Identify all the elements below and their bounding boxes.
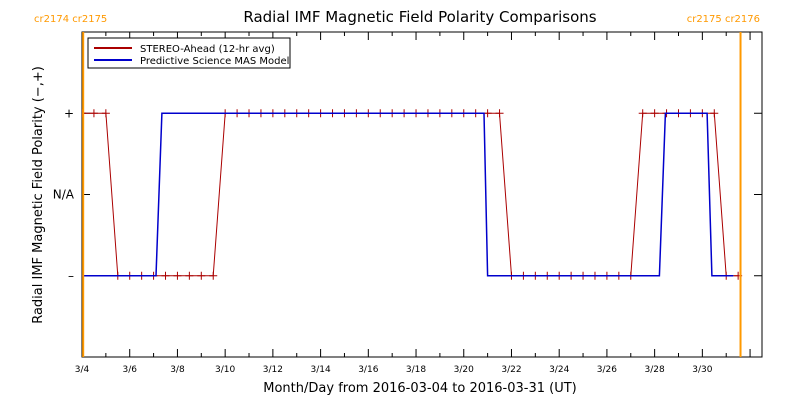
data-point-marker: [710, 109, 719, 118]
data-point-marker: [197, 271, 206, 280]
data-point-marker: [82, 109, 86, 118]
legend-label: STEREO-Ahead (12-hr avg): [140, 44, 275, 55]
series-line-stereo-ahead: [82, 112, 739, 277]
data-point-marker: [495, 109, 504, 118]
carrington-label: cr2175 cr2176: [687, 14, 760, 25]
carrington-label: cr2174 cr2175: [34, 14, 107, 25]
legend: STEREO-Ahead (12-hr avg)Predictive Scien…: [87, 37, 291, 69]
y-tick-label: –: [68, 269, 74, 283]
series-line-mas-model: [82, 112, 734, 277]
data-point-marker: [483, 109, 492, 118]
x-tick-label: 3/4: [75, 365, 90, 375]
data-point-marker: [185, 271, 194, 280]
plot-frame: [81, 31, 763, 358]
x-tick-label: 3/16: [358, 365, 378, 375]
x-axis-label: Month/Day from 2016-03-04 to 2016-03-31 …: [263, 381, 576, 396]
y-axis-ticks: + N/A –: [53, 106, 762, 283]
data-point-marker: [173, 271, 182, 280]
carrington-lines: [82, 32, 742, 357]
data-point-marker: [650, 109, 659, 118]
data-point-marker: [209, 271, 218, 280]
x-tick-label: 3/10: [215, 365, 235, 375]
x-tick-label: 3/28: [645, 365, 665, 375]
data-point-marker: [638, 109, 647, 118]
chart-title: Radial IMF Magnetic Field Polarity Compa…: [243, 8, 596, 26]
y-axis-label: Radial IMF Magnetic Field Polarity (−,+): [31, 66, 46, 324]
y-tick-label: +: [64, 106, 74, 120]
x-tick-label: 3/12: [263, 365, 283, 375]
x-tick-label: 3/20: [454, 365, 474, 375]
x-tick-label: 3/22: [501, 365, 521, 375]
x-tick-label: 3/24: [549, 365, 569, 375]
x-tick-label: 3/18: [406, 365, 426, 375]
data-point-marker: [161, 271, 170, 280]
x-tick-label: 3/26: [597, 365, 617, 375]
legend-label: Predictive Science MAS Model: [140, 56, 289, 67]
carrington-labels: cr2174 cr2175 cr2175 cr2176: [34, 14, 760, 25]
y-tick-label: N/A: [53, 188, 75, 202]
series-layer: [82, 109, 743, 280]
x-tick-label: 3/30: [692, 365, 712, 375]
data-point-marker: [89, 109, 98, 118]
x-axis-ticks: 3/4 3/6 3/8 3/10 3/12 3/14 3/16 3/18 3/20 3/22 3/2…: [75, 32, 751, 375]
data-point-marker: [101, 109, 110, 118]
legend-box: [87, 37, 291, 69]
x-tick-label: 3/6: [122, 365, 137, 375]
x-tick-label: 3/14: [310, 365, 330, 375]
x-tick-label: 3/8: [170, 365, 185, 375]
